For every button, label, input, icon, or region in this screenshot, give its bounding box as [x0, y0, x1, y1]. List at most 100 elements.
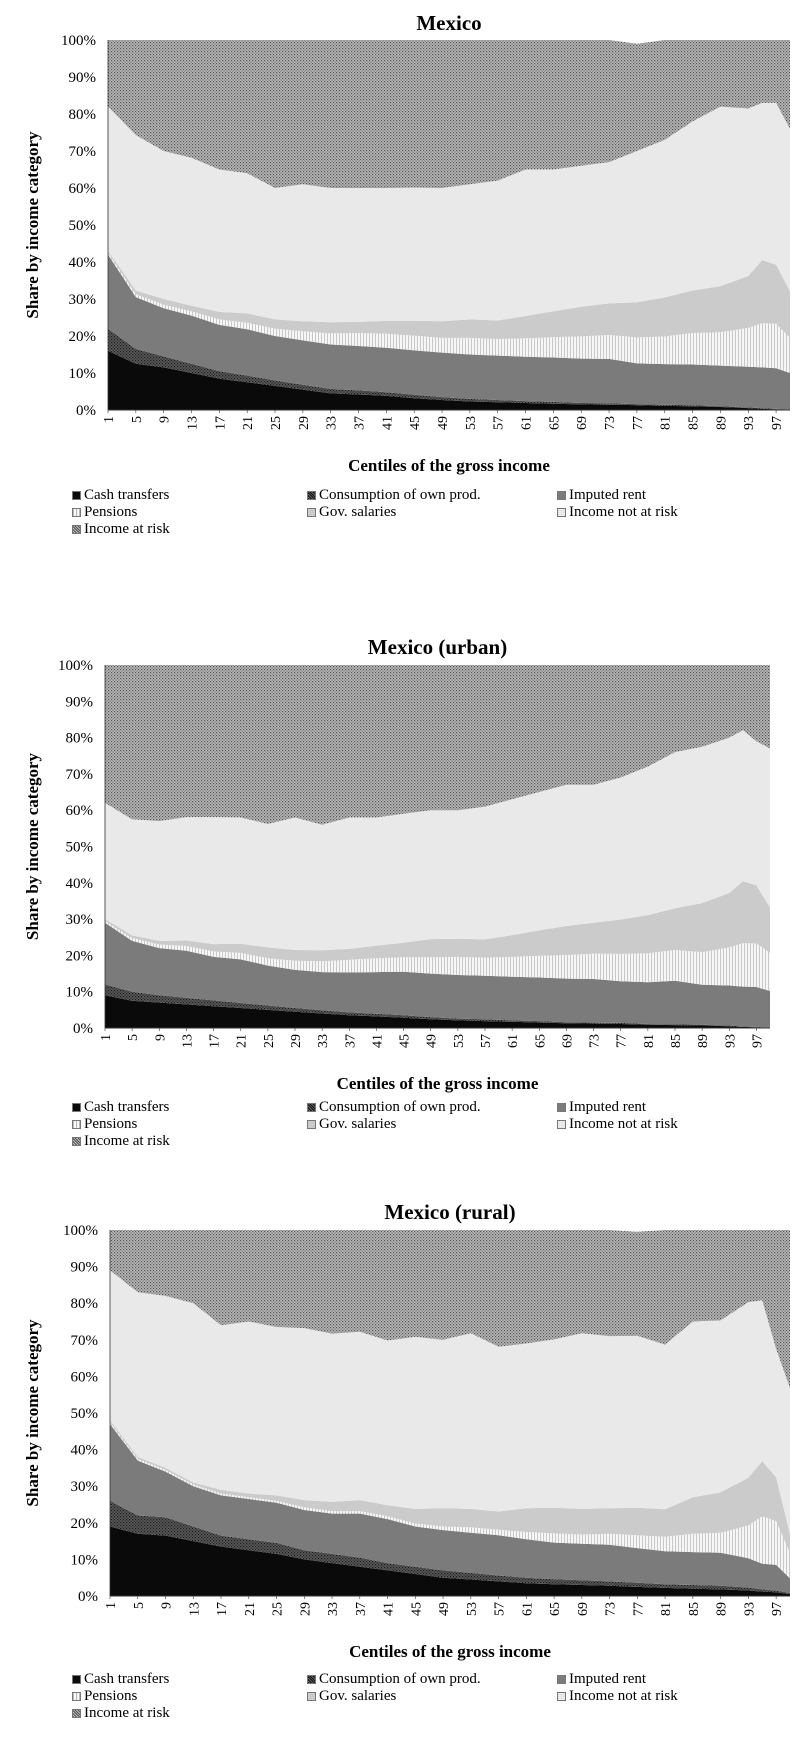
y-tick-label: 70% — [66, 767, 94, 783]
x-tick-label: 93 — [742, 416, 757, 430]
legend-swatch — [307, 508, 316, 517]
y-tick-label: 50% — [71, 1406, 99, 1422]
legend-item-imputed-rent: Imputed rent — [557, 1671, 646, 1688]
legend-label: Pensions — [84, 504, 138, 520]
y-tick-label: 60% — [71, 1369, 99, 1385]
x-tick-label: 93 — [742, 1602, 757, 1616]
y-tick-label: 30% — [69, 292, 97, 308]
legend-item-gov-salaries: Gov. salaries — [307, 1688, 396, 1705]
x-tick-label: 41 — [370, 1034, 385, 1048]
legend-swatch — [557, 1120, 566, 1129]
x-tick-label: 33 — [325, 416, 340, 430]
x-tick-label: 17 — [208, 1034, 223, 1048]
x-tick-label: 81 — [659, 1602, 674, 1616]
x-tick-label: 73 — [604, 1602, 619, 1616]
legend-item-pensions: Pensions — [72, 1116, 137, 1133]
x-tick-label: 73 — [588, 1034, 603, 1048]
legend-swatch — [72, 525, 81, 534]
legend-swatch — [72, 1120, 81, 1129]
x-tick-label: 21 — [243, 1602, 258, 1616]
legend-label: Consumption of own prod. — [319, 1671, 481, 1687]
chart-title: Mexico — [416, 11, 481, 35]
legend-item-consumption-of-own-prod: Consumption of own prod. — [307, 1671, 481, 1688]
area-gov-salaries — [110, 1420, 790, 1553]
legend-item-pensions: Pensions — [72, 504, 137, 521]
legend-item-gov-salaries: Gov. salaries — [307, 504, 396, 521]
legend-item-pensions: Pensions — [72, 1688, 137, 1705]
x-tick-label: 29 — [297, 416, 312, 430]
x-tick-label: 73 — [603, 416, 618, 430]
legend-label: Imputed rent — [569, 1099, 647, 1115]
y-tick-label: 90% — [66, 694, 94, 710]
y-tick-label: 70% — [69, 144, 97, 160]
legend-label: Gov. salaries — [319, 1688, 397, 1704]
area-gov-salaries — [108, 250, 790, 339]
chart-panel-mexico-rural: Mexico (rural) 0% 10% 20% 30% 40% 50% 60% 70% 80%… — [0, 1186, 800, 1753]
legend-swatch — [72, 491, 81, 500]
area-income-at-risk — [108, 40, 790, 188]
x-tick-label: 65 — [547, 416, 562, 430]
x-tick-label: 69 — [576, 1602, 591, 1616]
y-tick-label: 100% — [63, 1223, 98, 1239]
x-tick-label: 57 — [479, 1034, 494, 1048]
y-tick-label: 10% — [71, 1552, 99, 1568]
x-tick-label: 33 — [326, 1602, 341, 1616]
y-tick-label: 30% — [71, 1479, 99, 1495]
area-cash-transfers — [110, 1526, 790, 1596]
x-tick-label: 41 — [380, 416, 395, 430]
x-tick-label: 41 — [382, 1602, 397, 1616]
x-tick-label: 85 — [687, 416, 702, 430]
y-tick-label: 30% — [66, 912, 94, 928]
area-income-at-risk — [105, 665, 770, 825]
x-tick-label: 81 — [642, 1034, 657, 1048]
legend-item-imputed-rent: Imputed rent — [557, 487, 646, 504]
x-tick-label: 33 — [316, 1034, 331, 1048]
area-cash-transfers — [108, 350, 790, 410]
legend-swatch — [557, 1675, 566, 1684]
area-gov-salaries — [105, 881, 770, 962]
x-tick-label: 29 — [289, 1034, 304, 1048]
x-tick-label: 1 — [104, 1602, 119, 1609]
legend-label: Income at risk — [84, 1705, 170, 1721]
x-tick-label: 13 — [187, 1602, 202, 1616]
y-tick-label: 0% — [76, 403, 96, 419]
legend-item-cash-transfers: Cash transfers — [72, 487, 169, 504]
y-tick-label: 70% — [71, 1333, 99, 1349]
chart-title: Mexico (rural) — [384, 1200, 515, 1224]
x-tick-label: 45 — [408, 416, 423, 430]
legend-item-income-at-risk: Income at risk — [72, 521, 170, 538]
area-pensions — [105, 920, 770, 991]
area-imputed-rent — [110, 1424, 790, 1594]
y-axis-label: Share by income category — [23, 752, 42, 940]
legend-item-income-not-at-risk: Income not at risk — [557, 504, 678, 521]
legend-item-consumption-of-own-prod: Consumption of own prod. — [307, 487, 481, 504]
x-tick-label: 17 — [215, 1602, 230, 1616]
y-tick-label: 0% — [78, 1589, 98, 1605]
y-tick-label: 20% — [69, 329, 97, 345]
y-tick-label: 80% — [66, 731, 94, 747]
x-tick-label: 53 — [464, 416, 479, 430]
x-tick-label: 97 — [770, 416, 785, 430]
y-tick-label: 40% — [69, 255, 97, 271]
x-tick-label: 77 — [631, 1602, 646, 1616]
x-tick-label: 5 — [130, 416, 145, 423]
chart-title: Mexico (urban) — [368, 635, 507, 659]
x-tick-label: 21 — [241, 416, 256, 430]
y-tick-label: 0% — [73, 1021, 93, 1037]
legend-item-income-at-risk: Income at risk — [72, 1705, 170, 1722]
x-tick-label: 37 — [343, 1034, 358, 1048]
y-tick-label: 20% — [66, 948, 94, 964]
area-income-not-at-risk — [105, 730, 770, 951]
x-tick-label: 37 — [354, 1602, 369, 1616]
area-consumption-of-own-prod — [105, 984, 770, 1028]
x-tick-label: 57 — [492, 416, 507, 430]
y-tick-label: 50% — [66, 840, 94, 856]
chart-mexico: Mexico 0% 10% 20% 30% 40% 50% 60% 70% 80% 90% 100% 1… — [23, 11, 790, 475]
chart-mexico-urban: Mexico (urban) 0% 10% 20% 30% 40% 50% 60% 70% 80%… — [23, 635, 770, 1093]
legend-label: Cash transfers — [84, 1099, 170, 1115]
x-tick-label: 25 — [262, 1034, 277, 1048]
x-tick-label: 93 — [723, 1034, 738, 1048]
legend-swatch — [307, 1692, 316, 1701]
y-tick-label: 20% — [71, 1516, 99, 1532]
